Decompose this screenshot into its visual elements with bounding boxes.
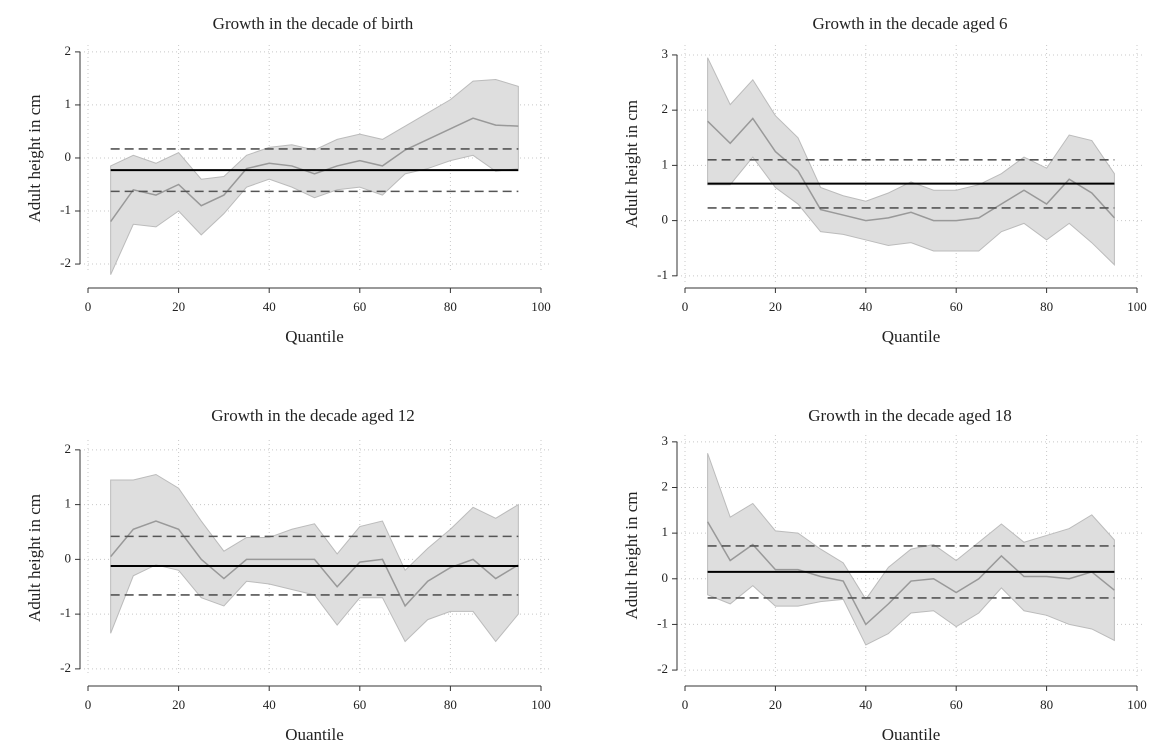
x-axis-label: Quantile [285, 725, 344, 740]
x-axis-label: Quantile [882, 725, 941, 740]
estimate-line [706, 521, 1115, 626]
y-axis-label: Adult height in cm [25, 95, 44, 223]
panel: -1 0 1 2 3 0 20 40 60 80 100 Growth in the decade a… [622, 14, 1147, 346]
y-tick-label: 0 [65, 550, 72, 565]
x-tick-label: 60 [950, 299, 963, 314]
x-tick-label: 80 [1040, 697, 1053, 712]
y-tick-label: 3 [662, 46, 669, 61]
y-tick-label: -1 [60, 202, 71, 217]
panel: -2 -1 0 1 2 3 0 20 40 60 80 100 Growth in the decade… [622, 406, 1147, 740]
x-tick-label: 80 [444, 697, 457, 712]
ci-band [707, 453, 1115, 646]
y-tick-label: 2 [65, 43, 72, 58]
estimate-line [110, 520, 519, 608]
x-tick-label: 60 [353, 299, 366, 314]
y-tick-label: 3 [662, 433, 669, 448]
y-axis-label: Adult height in cm [622, 100, 641, 228]
ci-band [707, 57, 1115, 266]
x-tick-label: 100 [531, 697, 551, 712]
y-tick-label: 2 [662, 478, 669, 493]
y-tick-label: -1 [657, 267, 668, 282]
x-tick-label: 80 [1040, 299, 1053, 314]
x-tick-label: 80 [444, 299, 457, 314]
y-tick-label: -1 [657, 615, 668, 630]
x-tick-label: 0 [682, 697, 689, 712]
x-tick-label: 40 [263, 299, 276, 314]
x-tick-label: 100 [531, 299, 551, 314]
y-tick-label: 1 [65, 96, 72, 111]
y-tick-label: 0 [65, 149, 72, 164]
y-tick-label: 1 [65, 496, 72, 511]
y-tick-label: -2 [60, 255, 71, 270]
y-axis-label: Adult height in cm [25, 494, 44, 622]
x-tick-label: 20 [172, 299, 185, 314]
estimate-line [707, 117, 1115, 222]
x-tick-label: 100 [1127, 299, 1147, 314]
title: Growth in the decade aged 18 [808, 406, 1011, 425]
title: Growth in the decade aged 12 [211, 406, 414, 425]
x-axis-label: Quantile [285, 327, 344, 346]
title: Growth in the decade of birth [213, 14, 414, 33]
x-tick-label: 40 [859, 697, 872, 712]
title: Growth in the decade aged 6 [813, 14, 1008, 33]
estimate-line [110, 117, 519, 223]
ci-band [110, 78, 519, 275]
y-tick-label: 2 [65, 441, 72, 456]
x-tick-label: 20 [769, 697, 782, 712]
x-tick-label: 100 [1127, 697, 1147, 712]
x-tick-label: 0 [682, 299, 689, 314]
y-tick-label: 0 [662, 212, 669, 227]
x-tick-label: 0 [85, 299, 92, 314]
x-tick-label: 20 [769, 299, 782, 314]
y-tick-label: -2 [657, 661, 668, 676]
x-tick-label: 60 [353, 697, 366, 712]
y-tick-label: -2 [60, 660, 71, 675]
x-axis-label: Quantile [882, 327, 941, 346]
y-axis-label: Adult height in cm [622, 492, 641, 620]
x-tick-label: 40 [263, 697, 276, 712]
x-tick-label: 40 [859, 299, 872, 314]
y-tick-label: 0 [662, 570, 669, 585]
x-tick-label: 0 [85, 697, 92, 712]
y-tick-label: 1 [662, 524, 669, 539]
y-tick-label: 2 [662, 101, 669, 116]
x-tick-label: 60 [950, 697, 963, 712]
y-tick-label: 1 [662, 156, 669, 171]
x-tick-label: 20 [172, 697, 185, 712]
ci-band [110, 473, 519, 643]
y-tick-label: -1 [60, 605, 71, 620]
